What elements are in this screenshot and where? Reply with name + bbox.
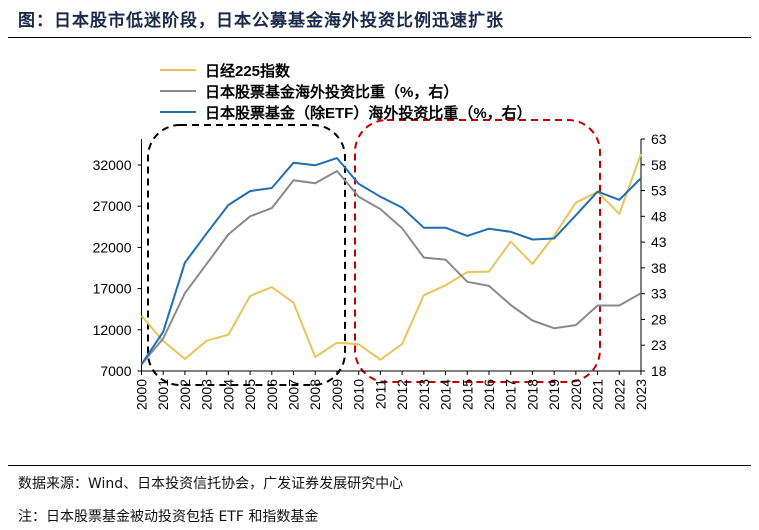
- title-divider: [8, 37, 751, 38]
- right-tick-label: 38: [651, 260, 667, 276]
- x-tick-label: 2023: [633, 379, 649, 410]
- series-line-2: [140, 157, 642, 365]
- highlight-box-2010-2020: [354, 119, 601, 383]
- x-tick-label: 2018: [524, 379, 540, 410]
- x-tick-label: 2001: [155, 379, 171, 410]
- right-tick-label: 53: [651, 183, 667, 199]
- x-tick-label: 2020: [568, 379, 584, 410]
- x-tick-label: 2003: [199, 379, 215, 410]
- source-text: 数据来源：Wind、日本投资信托协会，广发证券发展研究中心: [18, 476, 404, 492]
- x-tick-label: 2000: [134, 379, 150, 410]
- left-tick-label: 17000: [93, 281, 132, 297]
- x-tick-label: 2004: [220, 379, 236, 410]
- right-tick-label: 23: [651, 337, 667, 353]
- legend-label-1: 日本股票基金海外投资比重（%，右）: [205, 83, 458, 101]
- series-line-0: [140, 153, 642, 361]
- left-tick-label: 32000: [93, 157, 132, 173]
- legend-label-2: 日本股票基金（除ETF）海外投资比重（%，右）: [205, 104, 532, 122]
- right-tick-label: 63: [651, 131, 667, 147]
- x-tick-label: 2009: [329, 379, 345, 410]
- note-text: 注：日本股票基金被动投资包括 ETF 和指数基金: [18, 509, 319, 525]
- x-tick-label: 2015: [459, 379, 475, 410]
- figure-title: 图：日本股市低迷阶段，日本公募基金海外投资比例迅速扩张: [18, 11, 504, 31]
- left-tick-label: 12000: [93, 322, 132, 338]
- x-tick-label: 2014: [438, 379, 454, 410]
- legend-label-0: 日经225指数: [205, 62, 291, 80]
- x-tick-label: 2005: [242, 379, 258, 410]
- x-tick-label: 2013: [416, 379, 432, 410]
- series-line-1: [140, 170, 642, 365]
- x-tick-label: 2008: [307, 379, 323, 410]
- left-tick-label: 22000: [93, 239, 132, 255]
- right-tick-label: 43: [651, 234, 667, 250]
- highlight-box-2001-2009: [147, 124, 346, 386]
- x-tick-label: 2021: [590, 379, 606, 410]
- line-chart: 7000 12000 17000 22000 27000 32000 18 23 28 33 38 4…: [93, 62, 667, 410]
- right-tick-label: 33: [651, 286, 667, 302]
- left-tick-label: 7000: [100, 363, 131, 379]
- x-tick-label: 2010: [351, 379, 367, 410]
- right-tick-label: 28: [651, 311, 667, 327]
- right-tick-label: 48: [651, 208, 667, 224]
- right-tick-label: 18: [651, 363, 667, 379]
- x-tick-label: 2012: [394, 379, 410, 410]
- x-tick-label: 2016: [481, 379, 497, 410]
- x-tick-label: 2002: [177, 379, 193, 410]
- x-tick-label: 2017: [503, 379, 519, 410]
- x-tick-label: 2022: [611, 379, 627, 410]
- left-tick-label: 27000: [93, 198, 132, 214]
- x-tick-label: 2006: [264, 379, 280, 410]
- x-tick-label: 2007: [286, 379, 302, 410]
- x-tick-label: 2011: [372, 379, 388, 409]
- right-tick-label: 58: [651, 157, 667, 173]
- x-tick-label: 2019: [546, 379, 562, 410]
- footer-divider: [8, 465, 751, 466]
